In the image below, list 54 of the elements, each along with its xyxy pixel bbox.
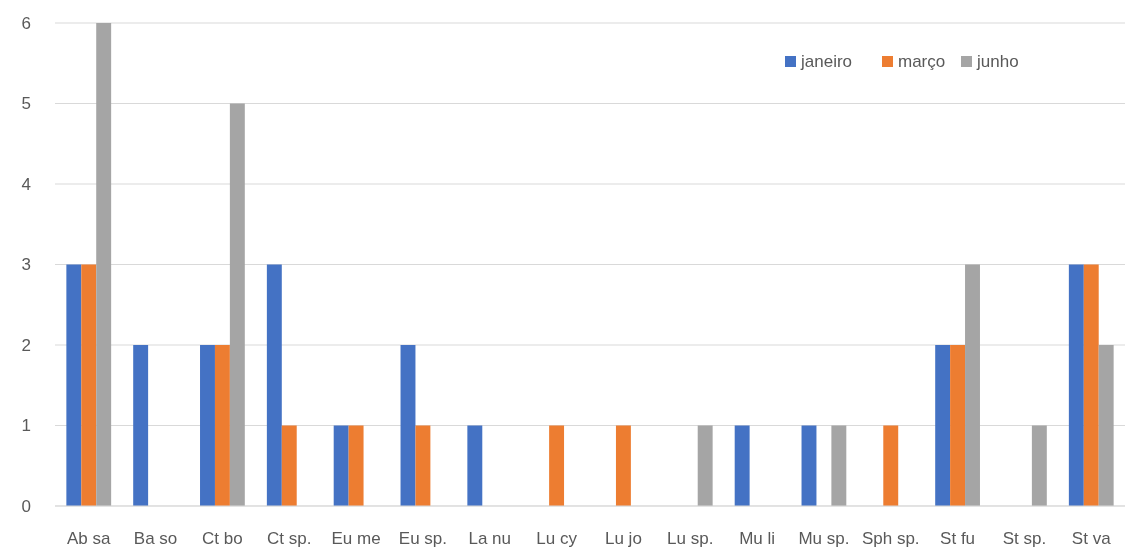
x-tick-label: Lu jo (604, 529, 642, 548)
x-tick-label: St va (1071, 529, 1112, 548)
x-tick-label: Lu cy (536, 529, 578, 548)
bar (400, 345, 416, 506)
x-tick-label: Eu me (331, 529, 381, 548)
bar (615, 425, 631, 506)
bar (697, 425, 713, 506)
x-tick-label: Lu sp. (667, 529, 714, 548)
y-tick-label: 1 (21, 416, 31, 436)
bar (66, 264, 82, 506)
bar (935, 345, 951, 506)
legend-label: março (898, 52, 946, 71)
bar (1083, 264, 1099, 506)
bar (1031, 425, 1047, 506)
bar (1068, 264, 1084, 506)
x-tick-label: Mu sp. (798, 529, 850, 548)
x-tick-label: Mu li (739, 529, 776, 548)
legend-label: junho (976, 52, 1019, 71)
y-tick-label: 3 (21, 255, 31, 275)
bar (965, 264, 980, 506)
bar (81, 264, 97, 506)
bar (133, 345, 149, 506)
x-tick-label: Eu sp. (398, 529, 448, 548)
x-tick-label: Sph sp. (861, 529, 920, 548)
x-tick-label: St sp. (1002, 529, 1047, 548)
y-tick-label: 6 (21, 13, 31, 33)
y-tick-label: 0 (21, 496, 31, 516)
bar (734, 425, 750, 506)
bar (96, 23, 112, 506)
bar (266, 264, 282, 506)
bar (801, 425, 817, 506)
bar (214, 345, 230, 506)
x-tick-label: Ba so (133, 529, 178, 548)
bar (883, 425, 899, 506)
bar (415, 425, 431, 506)
x-tick-label: La nu (468, 529, 512, 548)
bar (831, 425, 847, 506)
bar (950, 345, 966, 506)
bar (281, 425, 297, 506)
bar (333, 425, 349, 506)
bar (1098, 345, 1114, 506)
legend-label: janeiro (800, 52, 853, 71)
x-tick-label: Ab sa (67, 529, 112, 548)
x-tick-label: Ct sp. (267, 529, 312, 548)
bar (467, 425, 483, 506)
x-tick-label: St fu (940, 529, 976, 548)
x-tick-label: Ct bo (202, 529, 243, 548)
y-tick-label: 2 (21, 335, 31, 355)
bar (229, 103, 245, 506)
y-tick-label: 4 (21, 174, 31, 194)
bar (348, 425, 364, 506)
bar (549, 425, 565, 506)
bar (200, 345, 215, 506)
y-tick-label: 5 (21, 94, 31, 114)
